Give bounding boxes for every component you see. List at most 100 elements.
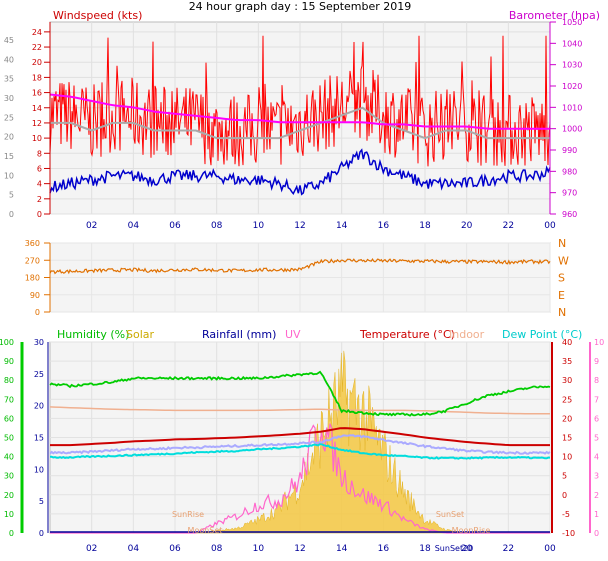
rain-tick-label: 30 bbox=[34, 338, 44, 347]
humidity-tick-label: 70 bbox=[4, 395, 14, 404]
wind-tick-label: 18 bbox=[32, 73, 42, 82]
humidity-tick-label: 100 bbox=[0, 338, 14, 347]
humidity-line bbox=[49, 370, 551, 417]
wind-x-tick-label: 20 bbox=[461, 221, 473, 231]
baro-tick-label: 970 bbox=[562, 189, 577, 198]
sunset-annotation: SunSet bbox=[436, 510, 464, 519]
uv-label: UV bbox=[285, 328, 301, 341]
dir-tick-label: 360 bbox=[25, 239, 40, 248]
temperature-line bbox=[50, 427, 550, 447]
wind-outer-tick-label: 40 bbox=[4, 55, 14, 64]
temp-x-tick-label: 10 bbox=[253, 544, 265, 554]
wind-x-tick-label: 22 bbox=[503, 221, 514, 231]
wind-outer-tick-label: 0 bbox=[9, 210, 14, 219]
barometer-axis-label: Barometer (hpa) bbox=[509, 9, 600, 22]
uv-tick-label: 10 bbox=[594, 338, 604, 347]
temp-x-tick-label: 00 bbox=[544, 544, 556, 554]
humidity-tick-label: 40 bbox=[4, 453, 14, 462]
wind-outer-tick-label: 35 bbox=[4, 75, 14, 84]
uv-tick-label: 9 bbox=[594, 357, 599, 366]
dir-tick-label: 90 bbox=[30, 291, 40, 300]
humidity-tick-label: 0 bbox=[9, 529, 14, 538]
barometer-line bbox=[49, 93, 550, 130]
wind-x-tick-label: 14 bbox=[336, 221, 348, 231]
compass-label: S bbox=[558, 272, 565, 285]
temp-tick-label: -5 bbox=[562, 510, 570, 519]
wind-tick-label: 16 bbox=[32, 89, 42, 98]
compass-label: W bbox=[558, 254, 569, 267]
baro-tick-label: 1050 bbox=[562, 18, 582, 27]
windspeed-axis-label: Windspeed (kts) bbox=[53, 9, 142, 22]
baro-tick-label: 990 bbox=[562, 146, 577, 155]
sunrise-annotation: SunRise bbox=[172, 510, 204, 519]
temp-x-tick-label: 18 bbox=[419, 544, 431, 554]
feels-like-line bbox=[49, 434, 551, 455]
average-wind-line bbox=[49, 148, 551, 196]
wind-x-tick-label: 18 bbox=[419, 221, 431, 231]
wind-tick-label: 12 bbox=[32, 119, 42, 128]
wind-tick-label: 8 bbox=[37, 149, 42, 158]
wind-tick-label: 6 bbox=[37, 164, 42, 173]
wind-x-tick-label: 10 bbox=[253, 221, 265, 231]
wind-trend-line bbox=[50, 106, 550, 140]
wind-tick-label: 22 bbox=[32, 43, 42, 52]
baro-tick-label: 980 bbox=[562, 167, 577, 176]
temperature-label: Temperature (°C) bbox=[359, 328, 455, 341]
temp-x-tick-label: 02 bbox=[86, 544, 97, 554]
temp-tick-label: 40 bbox=[562, 338, 572, 347]
wind-outer-tick-label: 30 bbox=[4, 94, 14, 103]
wind-outer-tick-label: 25 bbox=[4, 113, 14, 122]
uv-tick-label: 4 bbox=[594, 453, 599, 462]
moonrise-annotation: MoonRise bbox=[452, 526, 491, 535]
direction-line bbox=[49, 257, 551, 275]
rain-tick-label: 15 bbox=[34, 434, 44, 443]
temp-x-tick-label: 20 bbox=[461, 544, 473, 554]
temp-x-tick-label: 08 bbox=[211, 544, 223, 554]
wind-tick-label: 10 bbox=[32, 134, 42, 143]
humidity-tick-label: 20 bbox=[4, 491, 14, 500]
wind-tick-label: 14 bbox=[32, 104, 42, 113]
wind-outer-tick-label: 5 bbox=[9, 191, 14, 200]
rain-tick-label: 5 bbox=[39, 497, 44, 506]
temp-tick-label: -10 bbox=[562, 529, 575, 538]
uv-tick-label: 6 bbox=[594, 414, 599, 423]
sunset-date-annotation: SunSet20 bbox=[435, 544, 474, 553]
wind-outer-tick-label: 20 bbox=[4, 133, 14, 142]
compass-label: N bbox=[558, 306, 566, 319]
humidity-tick-label: 90 bbox=[4, 357, 14, 366]
humidity-tick-label: 30 bbox=[4, 472, 14, 481]
moonset-annotation: MoonSet bbox=[188, 526, 223, 535]
baro-tick-label: 960 bbox=[562, 210, 577, 219]
compass-label: E bbox=[558, 289, 565, 302]
humidity-tick-label: 60 bbox=[4, 414, 14, 423]
humidity-label: Humidity (%) bbox=[57, 328, 129, 341]
wind-x-tick-label: 16 bbox=[378, 221, 390, 231]
wind-outer-tick-label: 10 bbox=[4, 171, 14, 180]
indoor-label: Indoor bbox=[449, 328, 485, 341]
rain-tick-label: 0 bbox=[39, 529, 44, 538]
uv-tick-label: 7 bbox=[594, 395, 599, 404]
dew-point-line bbox=[50, 442, 550, 460]
baro-tick-label: 1000 bbox=[562, 125, 582, 134]
temp-tick-label: 5 bbox=[562, 472, 567, 481]
temp-x-tick-label: 12 bbox=[294, 544, 305, 554]
wind-x-tick-label: 12 bbox=[294, 221, 305, 231]
humidity-tick-label: 10 bbox=[4, 510, 14, 519]
dew-point-label: Dew Point (°C) bbox=[502, 328, 582, 341]
wind-tick-label: 4 bbox=[37, 180, 42, 189]
temp-tick-label: 10 bbox=[562, 453, 572, 462]
rain-tick-label: 25 bbox=[34, 370, 44, 379]
uv-tick-label: 0 bbox=[594, 529, 599, 538]
rain-tick-label: 20 bbox=[34, 402, 44, 411]
uv-tick-label: 3 bbox=[594, 472, 599, 481]
temp-x-tick-label: 22 bbox=[503, 544, 514, 554]
dir-tick-label: 0 bbox=[35, 308, 40, 317]
wind-tick-label: 20 bbox=[32, 58, 42, 67]
wind-x-tick-label: 06 bbox=[169, 221, 181, 231]
wind-outer-tick-label: 15 bbox=[4, 152, 14, 161]
temp-x-tick-label: 16 bbox=[378, 544, 390, 554]
dir-tick-label: 180 bbox=[25, 274, 40, 283]
baro-tick-label: 1020 bbox=[562, 82, 582, 91]
compass-label: N bbox=[558, 237, 566, 250]
